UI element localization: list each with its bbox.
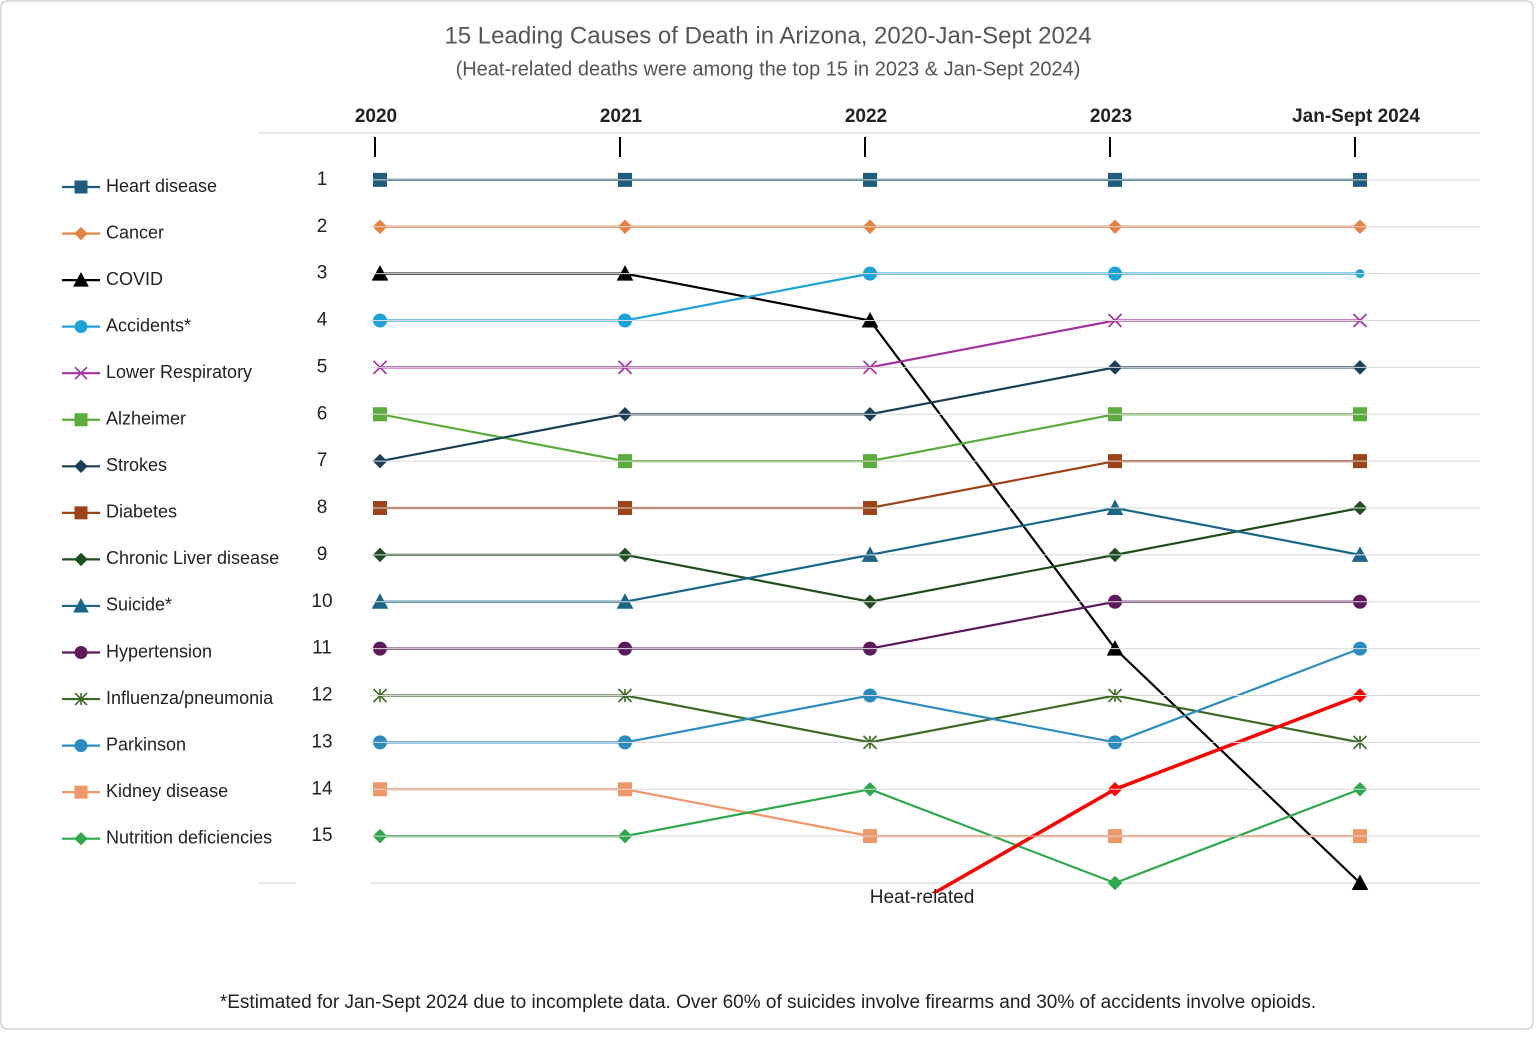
y-tick-label: 4 — [317, 310, 328, 331]
footnote: *Estimated for Jan-Sept 2024 due to inco… — [220, 992, 1316, 1013]
y-tick-label: 7 — [317, 450, 328, 471]
legend-label: Diabetes — [106, 502, 177, 522]
legend-label: Accidents* — [106, 315, 191, 335]
marker — [1107, 875, 1123, 891]
legend-label: Influenza/pneumonia — [106, 688, 274, 708]
y-tick-label: 6 — [317, 403, 328, 424]
y-tick-label: 13 — [311, 731, 332, 752]
marker — [74, 366, 88, 380]
legend-label: Hypertension — [106, 641, 212, 661]
y-tick-label: 1 — [317, 169, 328, 190]
legend-label: Suicide* — [106, 595, 172, 615]
legend-label: COVID — [106, 269, 163, 289]
x-tick-label: 2020 — [355, 106, 397, 127]
marker — [74, 413, 88, 427]
marker — [74, 646, 88, 659]
legend-label: Lower Respiratory — [106, 362, 252, 382]
x-tick-label: Jan-Sept 2024 — [1292, 106, 1420, 127]
marker — [1351, 874, 1369, 890]
x-tick-label: 2023 — [1090, 106, 1132, 127]
y-tick-label: 8 — [317, 497, 328, 518]
marker — [74, 831, 88, 846]
y-tick-label: 14 — [311, 778, 333, 799]
marker — [73, 272, 89, 287]
legend-label: Strokes — [106, 455, 167, 475]
series-annotation: Heat-related — [870, 887, 975, 908]
legend-label: Parkinson — [106, 734, 186, 754]
chart-subtitle: (Heat-related deaths were among the top … — [456, 58, 1081, 80]
marker — [74, 552, 88, 567]
marker — [74, 320, 88, 334]
legend-label: Cancer — [106, 222, 164, 242]
marker — [74, 506, 88, 520]
y-tick-label: 2 — [317, 216, 328, 237]
marker — [74, 180, 88, 194]
legend-label: Heart disease — [106, 176, 217, 196]
y-tick-label: 15 — [311, 825, 332, 846]
marker — [74, 226, 88, 241]
marker — [74, 459, 88, 474]
chart-title: 15 Leading Causes of Death in Arizona, 2… — [444, 22, 1091, 49]
y-tick-label: 12 — [311, 685, 332, 706]
legend-label: Alzheimer — [106, 409, 186, 429]
marker — [74, 739, 88, 753]
legend-label: Kidney disease — [106, 781, 228, 801]
y-tick-label: 10 — [311, 591, 332, 612]
y-tick-label: 9 — [317, 544, 328, 565]
marker — [73, 597, 89, 613]
y-tick-label: 11 — [312, 638, 332, 659]
legend-label: Nutrition deficiencies — [106, 827, 272, 847]
x-tick-label: 2021 — [600, 106, 643, 127]
y-tick-label: 3 — [317, 263, 328, 284]
marker — [74, 785, 88, 799]
marker — [74, 692, 88, 706]
x-tick-label: 2022 — [845, 106, 887, 127]
y-tick-label: 5 — [317, 356, 328, 377]
legend-label: Chronic Liver disease — [106, 548, 279, 568]
